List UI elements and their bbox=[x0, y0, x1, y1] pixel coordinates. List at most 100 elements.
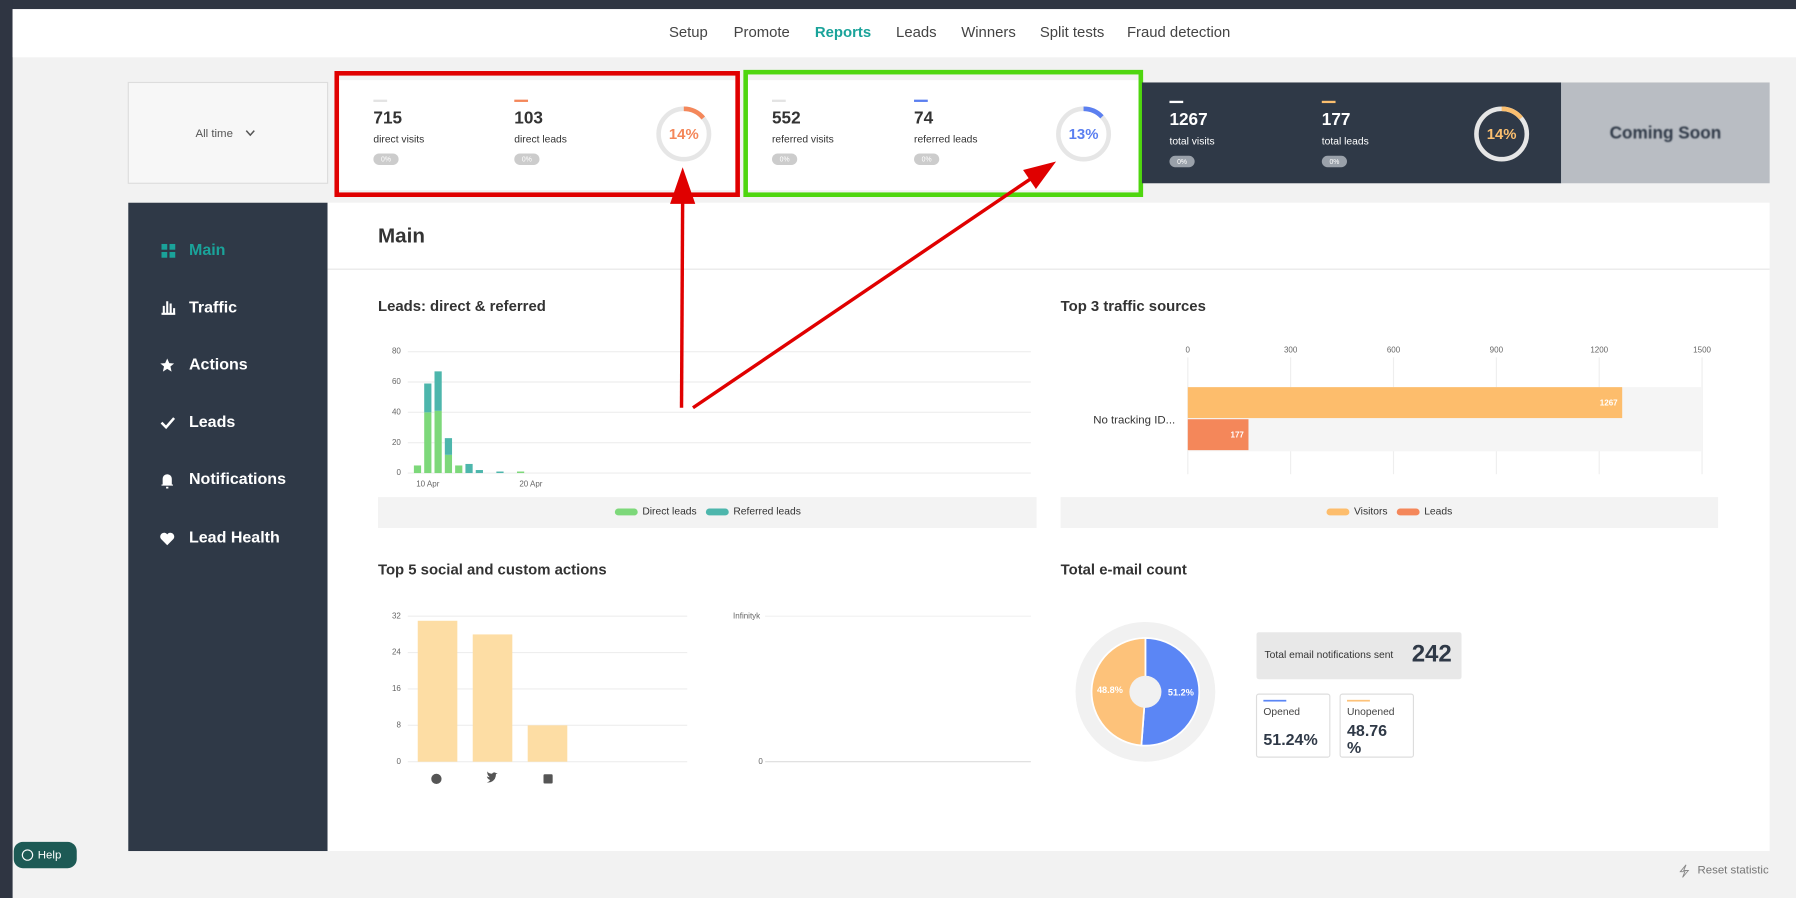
chart-title: Total e-mail count bbox=[1061, 562, 1187, 578]
stat-pill bbox=[1321, 155, 1347, 168]
bar-segment bbox=[475, 470, 483, 474]
stat-card bbox=[747, 80, 1139, 191]
icon bbox=[161, 251, 168, 258]
nav-item[interactable]: Winners bbox=[961, 25, 1016, 41]
nav-item[interactable]: Promote bbox=[734, 25, 790, 41]
y-tick-label: 0 bbox=[396, 468, 401, 477]
sidebar-icons bbox=[160, 243, 176, 546]
nav-item[interactable]: Fraud detection bbox=[1127, 25, 1230, 41]
frame-left bbox=[0, 0, 13, 898]
stat-swatch bbox=[914, 99, 928, 102]
card-swatch bbox=[1347, 699, 1370, 702]
bar-segment bbox=[434, 410, 442, 474]
y-tick-label: 60 bbox=[392, 377, 401, 386]
bar bbox=[417, 620, 458, 762]
legend-label: Referred leads bbox=[733, 507, 801, 518]
stat-swatch bbox=[373, 99, 388, 102]
sidebar-item[interactable]: Main bbox=[189, 241, 225, 259]
stat-value: 715 bbox=[373, 108, 402, 128]
icon bbox=[160, 358, 175, 372]
nav-item[interactable]: Setup bbox=[669, 25, 708, 41]
highlight-border bbox=[334, 71, 740, 198]
y-tick-label: Infinityk bbox=[733, 611, 761, 620]
value-label: 177 bbox=[1231, 430, 1245, 439]
bar-segment bbox=[496, 471, 504, 474]
legend-swatch bbox=[1326, 508, 1350, 516]
ring-label: 14% bbox=[1487, 127, 1517, 143]
pie-hole bbox=[1129, 675, 1162, 708]
category-label: No tracking ID... bbox=[1093, 414, 1175, 426]
arrow bbox=[679, 197, 685, 408]
x-tick-label: 20 Apr bbox=[519, 480, 542, 489]
stat-swatch bbox=[1169, 100, 1184, 104]
bar-segment bbox=[465, 463, 473, 474]
pie-slice bbox=[1090, 637, 1147, 747]
arrow bbox=[692, 177, 1032, 410]
sidebar-item[interactable]: Actions bbox=[189, 356, 248, 374]
stat-swatch bbox=[1321, 100, 1336, 104]
filter-box[interactable] bbox=[127, 81, 329, 184]
y-tick-label: 20 bbox=[392, 438, 401, 447]
card-value: 48.76% bbox=[1347, 722, 1387, 757]
sidebar-item[interactable]: Leads bbox=[189, 413, 235, 431]
y-tick-label: 16 bbox=[392, 684, 401, 693]
stat-change: 0% bbox=[780, 157, 790, 164]
stat-label: total leads bbox=[1322, 137, 1369, 148]
bar-segment bbox=[424, 383, 432, 413]
bar-segment bbox=[516, 471, 525, 474]
email-card bbox=[1255, 693, 1331, 758]
icon bbox=[161, 243, 168, 250]
linkedin-icon bbox=[543, 774, 553, 784]
stat-pill bbox=[514, 153, 540, 165]
stat-label: referred visits bbox=[772, 134, 834, 145]
filter-label[interactable]: All time bbox=[195, 128, 233, 140]
sidebar bbox=[128, 202, 328, 852]
ring-arc bbox=[656, 106, 712, 162]
stat-pill bbox=[914, 153, 940, 165]
nav-item[interactable]: Split tests bbox=[1040, 25, 1104, 41]
help-label[interactable]: Help bbox=[38, 850, 62, 862]
x-tick-label: 300 bbox=[1284, 346, 1298, 355]
stat-label: direct leads bbox=[514, 134, 567, 145]
x-tick-label: 1200 bbox=[1590, 346, 1608, 355]
value-label: 1267 bbox=[1600, 398, 1618, 407]
bar-segment bbox=[444, 438, 453, 455]
card-value: 51.24% bbox=[1263, 731, 1317, 749]
annotation-arrows bbox=[670, 161, 1057, 410]
stat-pill bbox=[1169, 155, 1195, 168]
bar bbox=[472, 634, 513, 762]
stat-swatch bbox=[772, 99, 786, 102]
nav-item[interactable]: Reports bbox=[815, 25, 871, 41]
x-tick-label: 1500 bbox=[1693, 346, 1711, 355]
icon bbox=[169, 251, 176, 258]
stat-value: 103 bbox=[514, 108, 543, 128]
nav-item[interactable]: Leads bbox=[896, 25, 937, 41]
sidebar-item[interactable]: Lead Health bbox=[189, 529, 280, 547]
legend-box bbox=[1060, 497, 1719, 529]
stat-change: 0% bbox=[1177, 159, 1187, 166]
highlight-border bbox=[743, 69, 1144, 198]
stat-value: 552 bbox=[772, 108, 801, 128]
icon bbox=[161, 301, 176, 315]
coming-soon-card bbox=[1561, 82, 1770, 184]
icon bbox=[161, 474, 173, 489]
bar-segment bbox=[455, 465, 463, 474]
pie-slice bbox=[1140, 637, 1201, 747]
bar-segment bbox=[444, 454, 453, 474]
y-tick-label: 0 bbox=[396, 757, 401, 766]
icon bbox=[169, 243, 176, 250]
sidebar-menu: Main Traffic Actions Leads Notifications Lead… bbox=[189, 241, 286, 546]
stat-value: 177 bbox=[1322, 109, 1351, 129]
bar-segment bbox=[413, 465, 422, 474]
icon bbox=[160, 532, 175, 546]
help-button[interactable] bbox=[13, 841, 77, 869]
legend-swatch bbox=[705, 508, 729, 516]
reset-statistic[interactable]: Reset statistic bbox=[1697, 865, 1768, 877]
y-tick-label: 80 bbox=[392, 347, 401, 356]
stat-label: total visits bbox=[1169, 137, 1214, 148]
chart-title: Top 5 social and custom actions bbox=[378, 562, 607, 578]
stat-label: direct visits bbox=[373, 134, 424, 145]
sidebar-item[interactable]: Traffic bbox=[189, 298, 237, 316]
sidebar-item[interactable]: Notifications bbox=[189, 470, 286, 488]
